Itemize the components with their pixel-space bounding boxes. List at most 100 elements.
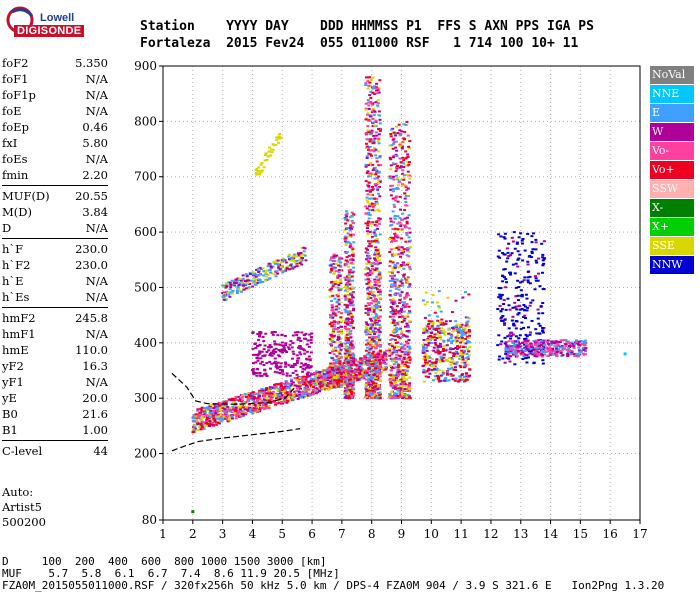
data-point [230, 416, 234, 419]
data-point [533, 275, 537, 278]
data-point [278, 268, 282, 271]
data-point [520, 307, 524, 310]
data-point [295, 394, 299, 397]
data-point [377, 308, 381, 311]
data-point [376, 241, 380, 244]
data-point [398, 312, 402, 315]
data-point [504, 278, 508, 281]
data-point [251, 399, 255, 402]
data-point [373, 392, 377, 395]
data-point [306, 394, 310, 397]
data-point [376, 305, 380, 308]
data-point [344, 213, 348, 216]
data-point [331, 260, 335, 263]
data-point [357, 378, 361, 381]
data-point [403, 394, 407, 397]
data-point [391, 300, 395, 303]
data-point [336, 385, 340, 388]
data-point [201, 409, 205, 412]
param-row: hmF1 N/A [2, 326, 108, 342]
data-point [266, 265, 270, 268]
data-point [364, 205, 368, 208]
param-value: N/A [85, 152, 108, 166]
data-point [301, 380, 305, 383]
data-point [389, 248, 393, 251]
data-point [211, 411, 215, 414]
data-point [370, 139, 374, 142]
data-point [375, 314, 379, 317]
data-point [437, 380, 441, 383]
data-point [496, 344, 500, 347]
data-point [225, 290, 229, 293]
data-point [330, 371, 334, 374]
data-point [369, 331, 373, 334]
data-point [347, 354, 351, 357]
data-point [279, 261, 283, 264]
data-point [402, 380, 406, 383]
data-point [348, 286, 352, 289]
data-point [388, 265, 392, 268]
data-point [435, 315, 439, 318]
data-point [302, 375, 306, 378]
data-point [257, 335, 261, 338]
data-point [328, 351, 332, 354]
data-point [297, 346, 301, 349]
data-point [516, 250, 520, 253]
data-point [299, 391, 303, 394]
data-point [274, 403, 278, 406]
data-point [391, 313, 395, 316]
data-point [438, 321, 442, 324]
data-point [265, 374, 269, 377]
data-point [451, 378, 455, 381]
data-point [405, 277, 409, 280]
data-point [230, 417, 234, 420]
data-point [371, 345, 375, 348]
data-point [371, 337, 375, 340]
data-point [244, 273, 248, 276]
data-point [260, 360, 264, 363]
data-point [373, 124, 377, 127]
data-point [300, 259, 304, 262]
data-point [374, 184, 378, 187]
data-point [254, 278, 258, 281]
data-point [398, 129, 402, 132]
data-point [512, 231, 516, 234]
data-point [369, 393, 373, 396]
data-point [404, 226, 408, 229]
data-point [455, 339, 459, 342]
data-point [231, 408, 235, 411]
data-point [221, 285, 225, 288]
data-point [335, 254, 339, 257]
data-point [428, 327, 432, 330]
data-point [398, 145, 402, 148]
data-point [375, 281, 379, 284]
data-point [263, 344, 267, 347]
data-point [389, 194, 393, 197]
data-point [269, 345, 273, 348]
data-point [263, 159, 267, 162]
data-point [344, 365, 348, 368]
data-point [328, 368, 332, 371]
param-row: B1 1.00 [2, 422, 108, 438]
data-point [506, 257, 510, 260]
data-point [365, 333, 369, 336]
data-point [364, 247, 368, 250]
data-point [337, 379, 341, 382]
data-point [377, 319, 381, 322]
data-point [325, 384, 329, 387]
data-point [530, 235, 534, 238]
data-point [395, 349, 399, 352]
data-point [338, 275, 342, 278]
data-point [332, 311, 336, 314]
data-point [370, 376, 374, 379]
data-point [351, 386, 355, 389]
data-point [370, 202, 374, 205]
data-point [394, 358, 398, 361]
data-point [287, 348, 291, 351]
data-point [390, 283, 394, 286]
data-point [307, 388, 311, 391]
param-name: yF2 [2, 359, 24, 373]
data-point [505, 260, 509, 263]
data-point [427, 376, 431, 379]
data-point [258, 372, 262, 375]
